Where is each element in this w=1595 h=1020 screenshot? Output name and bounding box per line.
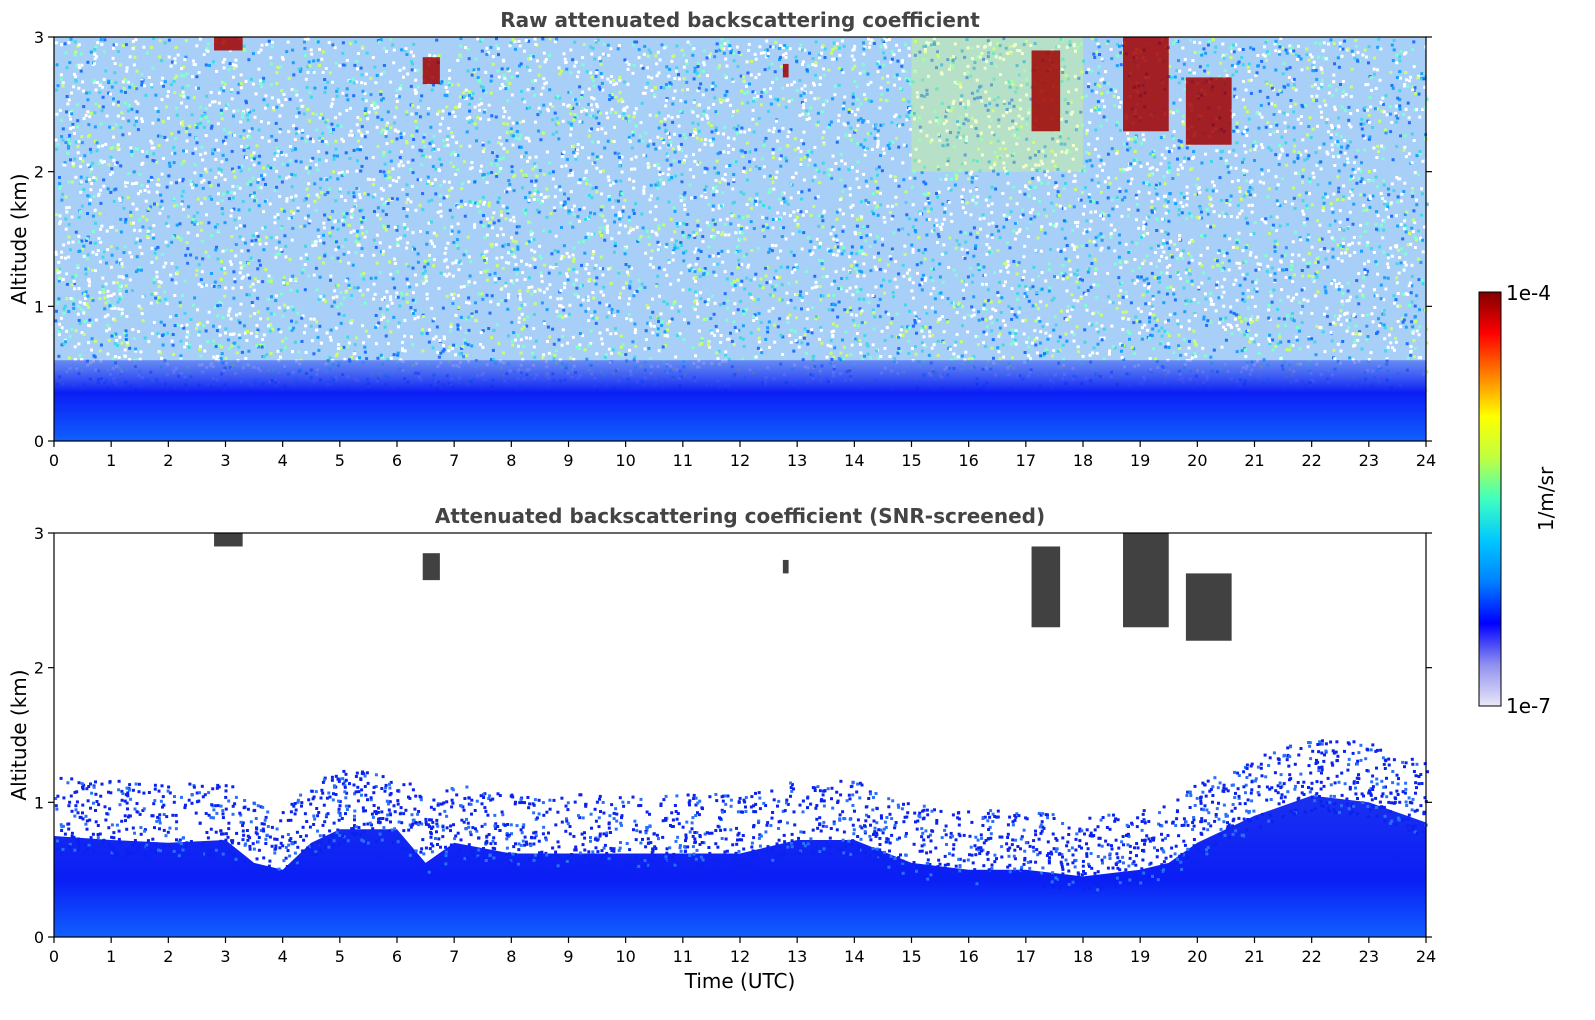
y-tick-label: 1 <box>34 297 44 316</box>
x-tick-label: 20 <box>1187 947 1207 966</box>
boundary-layer-edge-speckle <box>54 739 1429 892</box>
panel1-heatmap <box>54 37 1429 441</box>
x-tick-label: 17 <box>1016 451 1036 470</box>
x-tick-label: 24 <box>1416 947 1436 966</box>
cloud-feature <box>214 533 243 547</box>
y-tick-label: 0 <box>34 928 44 947</box>
x-tick-label: 23 <box>1359 947 1379 966</box>
x-tick-label: 18 <box>1073 947 1093 966</box>
y-tick-label: 1 <box>34 793 44 812</box>
x-tick-label: 3 <box>220 451 230 470</box>
boundary-layer-area <box>54 795 1426 937</box>
boundary-layer <box>54 360 1426 441</box>
x-tick-label: 11 <box>673 451 693 470</box>
x-tick-label: 21 <box>1244 451 1264 470</box>
y-tick-label: 2 <box>34 163 44 182</box>
x-tick-label: 12 <box>730 451 750 470</box>
x-tick-label: 10 <box>615 451 635 470</box>
cloud-feature <box>782 63 789 78</box>
colorbar-unit-label: 1/m/sr <box>1534 466 1558 531</box>
panel2-title: Attenuated backscattering coefficient (S… <box>435 504 1045 528</box>
x-tick-label: 20 <box>1187 451 1207 470</box>
x-tick-label: 19 <box>1130 947 1150 966</box>
x-tick-label: 1 <box>106 947 116 966</box>
y-tick-label: 3 <box>34 28 44 47</box>
y-tick-label: 3 <box>34 524 44 543</box>
x-tick-label: 10 <box>615 947 635 966</box>
x-tick-label: 18 <box>1073 451 1093 470</box>
x-tick-label: 0 <box>49 451 59 470</box>
cloud-feature <box>214 37 243 51</box>
cloud-feature <box>1123 37 1169 132</box>
x-tick-label: 17 <box>1016 947 1036 966</box>
panel1-axes: 0 1 2 3 4 5 6 7 8 9 10 11 12 13 14 15 16 17 18 19 20 21 22 23 24… <box>34 28 1436 470</box>
y-tick-label: 0 <box>34 432 44 451</box>
cloud-feature <box>1185 77 1232 145</box>
panel1-y-axis-label: Altitude (km) <box>7 173 31 304</box>
x-tick-label: 22 <box>1301 451 1321 470</box>
x-tick-label: 15 <box>901 947 921 966</box>
y-tick-label: 2 <box>34 659 44 678</box>
cloud-feature <box>422 57 440 85</box>
x-tick-label: 15 <box>901 451 921 470</box>
x-tick-label: 23 <box>1359 451 1379 470</box>
x-tick-label: 9 <box>563 451 573 470</box>
x-tick-label: 22 <box>1301 947 1321 966</box>
x-tick-label: 13 <box>787 947 807 966</box>
x-tick-label: 19 <box>1130 451 1150 470</box>
x-tick-label: 12 <box>730 947 750 966</box>
x-axis-label: Time (UTC) <box>684 969 796 993</box>
x-tick-label: 9 <box>563 947 573 966</box>
x-tick-label: 0 <box>49 947 59 966</box>
cloud-feature <box>422 553 440 581</box>
x-tick-label: 1 <box>106 451 116 470</box>
x-tick-label: 7 <box>449 947 459 966</box>
x-tick-label: 14 <box>844 947 864 966</box>
x-tick-label: 6 <box>392 947 402 966</box>
x-tick-label: 2 <box>163 451 173 470</box>
panel2-y-axis-label: Altitude (km) <box>7 669 31 800</box>
x-tick-label: 11 <box>673 947 693 966</box>
cloud-feature <box>1123 533 1169 628</box>
x-tick-label: 4 <box>278 947 288 966</box>
cloud-feature <box>1031 50 1061 132</box>
x-tick-label: 13 <box>787 451 807 470</box>
colorbar <box>1478 291 1502 707</box>
x-tick-label: 14 <box>844 451 864 470</box>
x-tick-label: 5 <box>335 451 345 470</box>
x-tick-label: 16 <box>958 947 978 966</box>
panel2-axes: 0 1 2 3 4 5 6 7 8 9 10 11 12 13 14 15 16 17 18 19 20 21 22 23 24… <box>34 524 1436 966</box>
x-tick-label: 5 <box>335 947 345 966</box>
x-tick-label: 3 <box>220 947 230 966</box>
x-tick-label: 24 <box>1416 451 1436 470</box>
x-tick-label: 21 <box>1244 947 1264 966</box>
x-tick-label: 16 <box>958 451 978 470</box>
x-tick-label: 2 <box>163 947 173 966</box>
cloud-feature <box>1185 573 1232 641</box>
cloud-feature <box>782 559 789 574</box>
x-tick-label: 6 <box>392 451 402 470</box>
cloud-feature <box>1031 546 1061 628</box>
x-tick-label: 7 <box>449 451 459 470</box>
x-tick-label: 8 <box>506 451 516 470</box>
colorbar-max-label: 1e-4 <box>1506 281 1551 305</box>
x-tick-label: 4 <box>278 451 288 470</box>
panel2-heatmap <box>54 533 1429 937</box>
colorbar-min-label: 1e-7 <box>1506 694 1551 718</box>
x-tick-label: 8 <box>506 947 516 966</box>
panel1-title: Raw attenuated backscattering coefficien… <box>500 8 980 32</box>
